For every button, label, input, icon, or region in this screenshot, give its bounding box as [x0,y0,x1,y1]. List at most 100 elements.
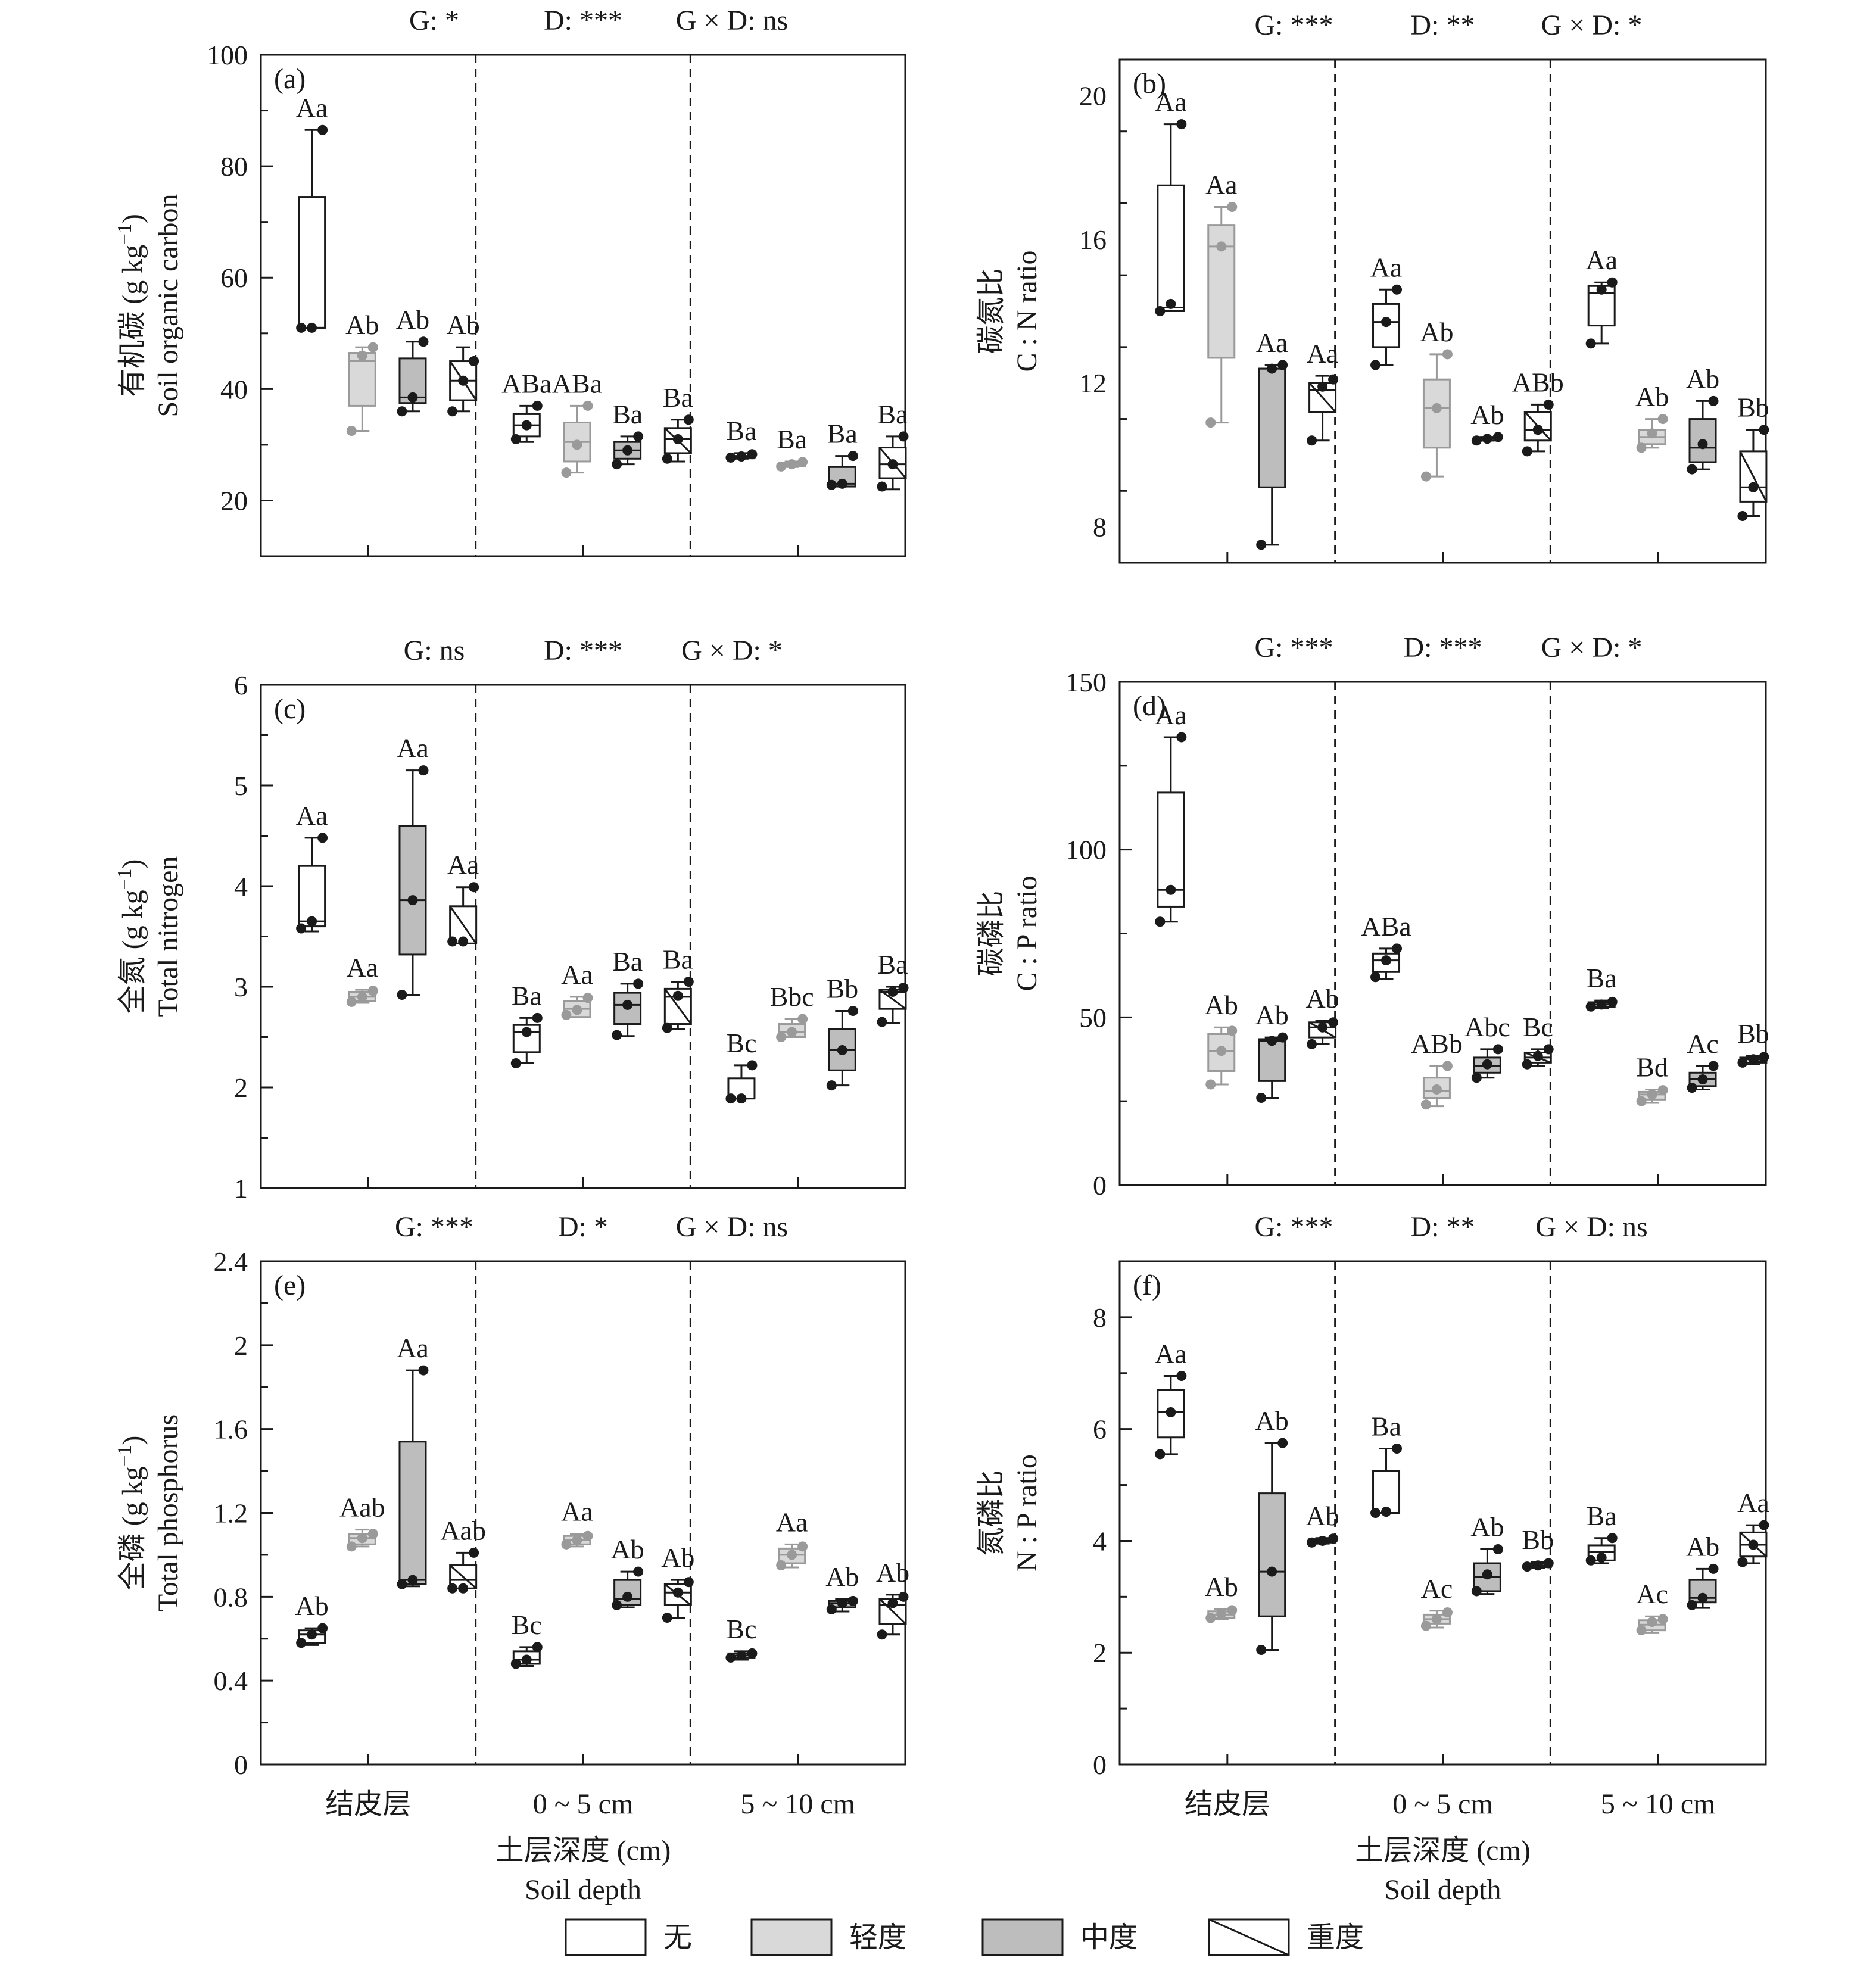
plot-frame [1118,681,1767,1186]
data-point [877,1629,887,1640]
data-point [1492,1044,1503,1055]
significance-letter: Aa [561,1497,593,1527]
x-axis-label-en: Soil depth [525,1874,641,1906]
x-tick-label: 0 ~ 5 cm [1392,1788,1493,1820]
box-heavy: Ab [661,1542,694,1623]
box-none: Aa [296,800,328,934]
data-point [1431,1084,1442,1095]
data-point [1176,732,1187,743]
stats-label: G: *** [395,1211,473,1243]
significance-letter: ABa [552,368,602,398]
significance-letter: Aa [1307,338,1339,369]
significance-letter: Ab [396,304,429,335]
hatch-line [449,1564,477,1589]
data-point [1596,999,1607,1010]
data-point [612,1030,622,1040]
box-light: Aa [1205,169,1238,428]
data-point [662,1022,672,1033]
stats-label: G × D: * [681,635,783,666]
significance-letter: Ab [345,310,379,340]
x-axis-label-cn: 土层深度 (cm) [496,1835,671,1866]
data-point [683,414,694,425]
data-point [826,479,837,490]
significance-letter: Ab [1205,1572,1238,1602]
box-moderate: Ab [611,1534,644,1610]
plot-frame [260,54,906,557]
data-point [1607,996,1618,1007]
data-point [1166,1407,1176,1417]
data-point [357,992,367,1002]
data-point [1596,1553,1607,1563]
data-point [1607,277,1618,288]
data-point [521,1654,532,1665]
legend-swatch [981,1918,1064,1956]
data-point [1277,1438,1288,1448]
data-point [787,1027,797,1037]
data-point [877,481,887,492]
data-point [826,1604,837,1614]
significance-letter: Ab [447,310,480,340]
data-point [307,322,317,333]
significance-letter: Ac [1636,1579,1668,1609]
significance-letter: Ba [1587,1501,1617,1531]
box-moderate: Ab [1470,1512,1504,1597]
significance-letter: Aa [1370,252,1403,282]
data-point [725,1652,736,1663]
data-point [1737,1557,1748,1567]
y-tick-label: 2.4 [214,1246,248,1277]
data-point [1370,1508,1381,1518]
hatch-line [449,905,477,944]
legend-label: 无 [663,1922,692,1953]
data-point [510,434,521,445]
stats-label: G × D: * [1541,10,1643,41]
data-point [787,459,797,470]
box-heavy: ABb [1512,367,1564,457]
data-point [847,1006,858,1017]
data-point [296,1638,307,1648]
box-none: Aa [1155,87,1187,316]
data-point [826,1080,837,1091]
box-heavy: Ba [662,382,694,464]
stats-label: G: *** [1255,632,1333,663]
y-axis-label-cn: 碳磷比 [976,890,1007,976]
x-tick-label: 5 ~ 10 cm [1601,1788,1716,1820]
data-point [672,434,683,445]
y-tick-label: 80 [220,151,248,182]
significance-letter: Aa [1155,1338,1187,1368]
significance-letter: Ab [876,1557,909,1588]
significance-letter: Ab [1470,400,1504,430]
hatch-line [879,989,906,1010]
significance-letter: Ba [827,419,858,449]
data-point [447,1583,458,1594]
stats-label: D: ** [1411,1211,1475,1243]
data-point [582,400,593,411]
panel-a: 20 40 60 80 100 (a) G: * D: *** G × D: ns 有机碳 (g … [114,5,909,557]
data-point [1647,1617,1657,1628]
data-point [1317,1535,1328,1546]
data-point [510,1058,521,1068]
box-heavy: Bb [1522,1525,1554,1572]
box-iqr [298,196,326,329]
box-heavy: Bb [1737,1018,1769,1068]
data-point [1317,381,1328,392]
box-light: ABa [552,368,602,478]
stats-label: G × D: ns [676,1211,788,1243]
data-point [367,986,378,996]
data-point [296,923,307,934]
data-point [1596,284,1607,295]
significance-letter: Aa [1585,245,1618,275]
stats-label: G: *** [1255,10,1333,41]
data-point [622,445,633,456]
y-axis-label-en: N : P ratio [1011,1454,1043,1572]
box-moderate: Aa [397,733,429,1000]
y-tick-label: 2 [1093,1638,1107,1668]
significance-letter: ABa [501,368,551,398]
data-point [1205,1613,1216,1623]
y-tick-label: 20 [220,485,248,516]
box-none: Aa [296,92,328,333]
box-none: Aa [1370,252,1403,370]
data-point [736,451,747,462]
box-iqr [398,1441,427,1585]
y-axis-label-en: Soil organic carbon [152,194,184,417]
data-point [1267,1566,1277,1577]
